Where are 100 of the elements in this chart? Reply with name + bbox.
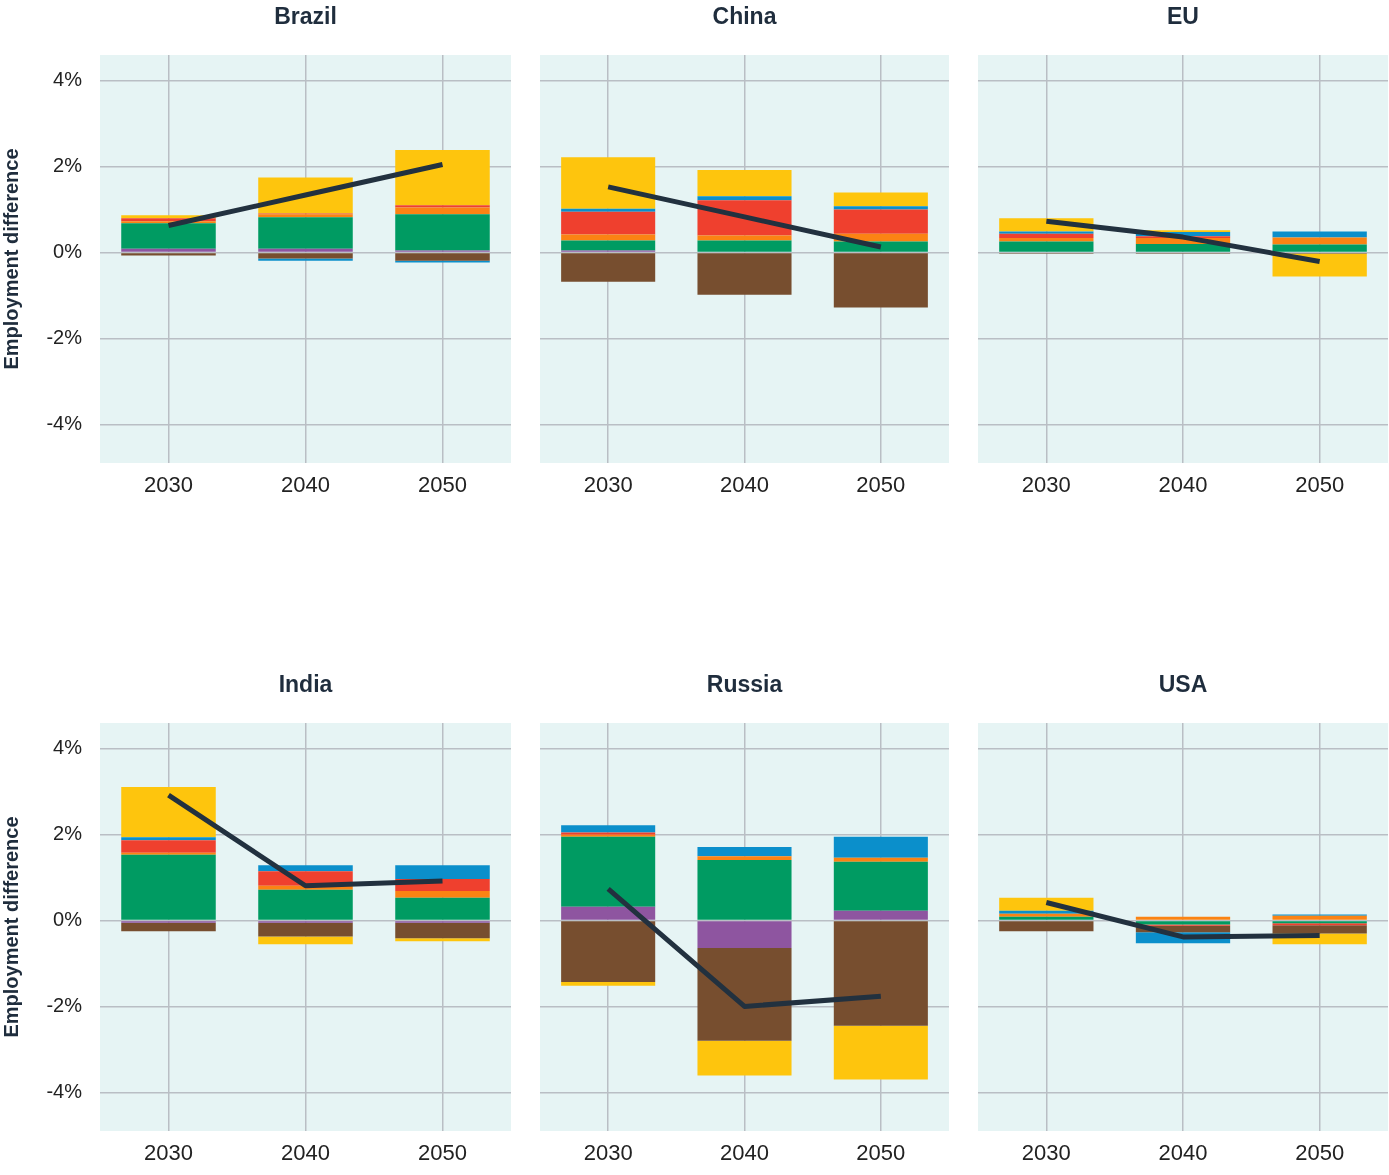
bar [258, 217, 353, 249]
bar [1272, 915, 1367, 920]
bar [697, 921, 792, 949]
bar [1272, 925, 1367, 934]
bar [561, 208, 656, 212]
bar [561, 921, 656, 982]
bar [999, 921, 1094, 932]
bar [395, 149, 490, 206]
bar [395, 207, 490, 215]
bar [395, 938, 490, 942]
bar [697, 1040, 792, 1076]
bar [121, 837, 216, 841]
chart-title: USA [1158, 671, 1208, 698]
bar [1272, 244, 1367, 252]
y-tick-label: -4% [46, 411, 83, 434]
x-tick-label: 2030 [583, 472, 633, 498]
bar [258, 248, 353, 252]
bar [833, 836, 928, 858]
y-tick-label: 2% [53, 822, 83, 845]
x-tick-label: 2030 [1021, 1140, 1071, 1166]
x-tick-label: 2030 [144, 1140, 193, 1166]
y-axis-title: Employment difference [0, 148, 22, 370]
bar [1135, 243, 1231, 252]
y-tick-label: -4% [46, 1079, 83, 1102]
bar [395, 865, 490, 879]
chart-title: Brazil [274, 3, 337, 30]
bar [833, 857, 928, 862]
x-tick-label: 2050 [1295, 472, 1345, 498]
x-tick-label: 2050 [856, 472, 906, 498]
x-tick-label: 2040 [281, 1140, 330, 1166]
bar [833, 253, 928, 308]
bar [561, 906, 656, 920]
y-tick-label: 2% [53, 154, 83, 177]
bar [561, 157, 656, 209]
bar [561, 211, 656, 235]
bar [1272, 231, 1367, 238]
y-tick-label: 4% [53, 736, 83, 759]
bar [697, 170, 792, 197]
bar [121, 253, 216, 256]
bar [999, 231, 1094, 234]
bar [258, 258, 353, 261]
y-tick-label: 4% [53, 68, 83, 91]
bar [258, 922, 353, 937]
bar [697, 240, 792, 252]
chart-title: China [712, 3, 777, 30]
x-tick-label: 2030 [144, 472, 193, 498]
x-tick-label: 2050 [418, 1140, 467, 1166]
bar [395, 897, 490, 920]
bar [833, 192, 928, 207]
y-tick-label: 0% [53, 908, 83, 931]
bar [258, 865, 353, 872]
x-tick-label: 2040 [720, 472, 769, 498]
bar [833, 910, 928, 920]
bar [697, 856, 792, 860]
bar [561, 240, 656, 251]
x-tick-label: 2050 [856, 1140, 906, 1166]
y-tick-label: -2% [46, 325, 83, 348]
bar [833, 206, 928, 210]
y-tick-label: -2% [46, 993, 83, 1016]
bar [561, 253, 656, 282]
bar [121, 854, 216, 920]
bar [1135, 916, 1231, 920]
bar [121, 852, 216, 855]
bar [121, 922, 216, 932]
bar [121, 223, 216, 249]
x-tick-label: 2050 [418, 472, 467, 498]
x-tick-label: 2040 [720, 1140, 769, 1166]
bar [395, 205, 490, 208]
bar [833, 921, 928, 1026]
bar [561, 836, 656, 907]
bar [999, 241, 1094, 252]
bar [395, 214, 490, 251]
x-tick-label: 2030 [1021, 472, 1071, 498]
bar [833, 861, 928, 911]
x-tick-label: 2050 [1295, 1140, 1345, 1166]
chart-title: Russia [706, 671, 783, 698]
bar [561, 825, 656, 833]
bar [833, 1025, 928, 1080]
bar [121, 786, 216, 838]
bar [697, 235, 792, 241]
y-tick-label: 0% [53, 240, 83, 263]
y-axis-title: Employment difference [0, 816, 22, 1038]
bar [697, 196, 792, 201]
x-tick-label: 2040 [281, 472, 330, 498]
bar [697, 860, 792, 920]
bar [697, 253, 792, 295]
x-tick-label: 2030 [583, 1140, 633, 1166]
chart-title: India [278, 671, 333, 698]
chart-title: EU [1167, 3, 1199, 30]
bar [833, 209, 928, 234]
x-tick-label: 2040 [1158, 472, 1208, 498]
bar [258, 253, 353, 259]
bar [395, 922, 490, 939]
bar [561, 234, 656, 241]
bar [121, 840, 216, 853]
bar [121, 248, 216, 252]
bar [999, 233, 1094, 238]
bar [1272, 253, 1367, 277]
bar [697, 847, 792, 857]
bar [395, 890, 490, 898]
